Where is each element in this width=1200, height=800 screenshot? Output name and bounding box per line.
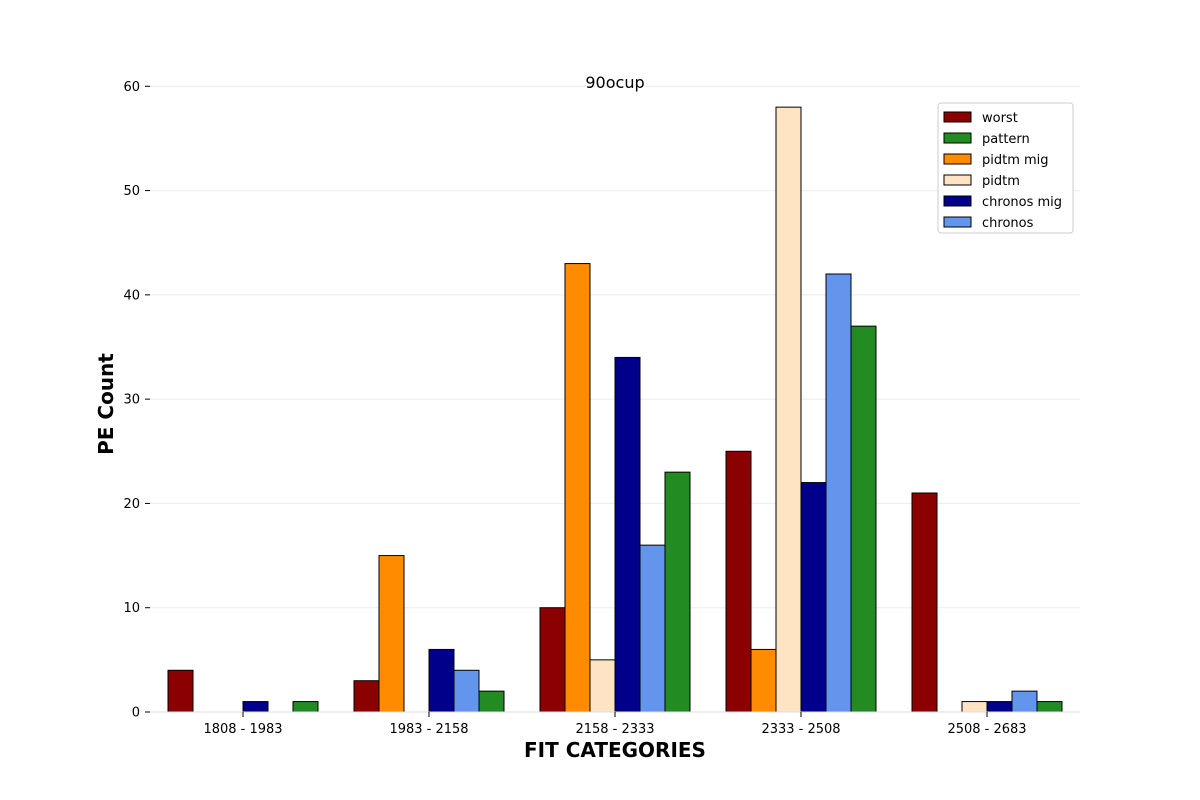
bar-pidtm-3	[775, 106, 802, 713]
bar-pattern-2	[664, 471, 691, 713]
bar-chronos-mig-3	[800, 482, 827, 713]
legend-label: worst	[982, 111, 1018, 126]
legend-swatch	[943, 132, 972, 144]
bar-chronos-4	[1011, 690, 1038, 713]
legend-swatch	[943, 174, 972, 186]
bar-chronos-2	[639, 544, 666, 713]
legend-swatch	[943, 195, 972, 207]
bar-chronos-1	[453, 669, 480, 713]
legend-swatch	[943, 153, 972, 165]
bars	[167, 106, 1063, 713]
x-tick-label: 2508 - 2683	[947, 722, 1026, 737]
bar-pidtm-mig-3	[750, 648, 777, 713]
x-tick-label: 1983 - 2158	[389, 722, 468, 737]
legend-label: pattern	[982, 132, 1030, 147]
legend: worst pattern pidtm mig pidtm chronos mig chr…	[937, 102, 1074, 234]
bar-pidtm-mig-1	[378, 555, 405, 713]
bar-chronos-mig-0	[242, 701, 269, 713]
bar-worst-0	[167, 669, 194, 713]
bar-worst-2	[539, 607, 566, 713]
x-axis-title: FIT CATEGORIES	[524, 738, 706, 762]
y-tick-label: 10	[123, 601, 140, 616]
legend-box	[937, 102, 1074, 234]
legend-label: pidtm	[982, 174, 1020, 189]
legend-label: chronos mig	[982, 195, 1062, 210]
bar-chronos-mig-2	[614, 356, 641, 713]
legend-swatch	[943, 216, 972, 228]
bar-worst-4	[911, 492, 938, 713]
bar-chronos-3	[825, 273, 852, 713]
bar-pidtm-2	[589, 659, 616, 713]
y-tick-label: 60	[123, 80, 140, 95]
bar-worst-3	[725, 450, 752, 713]
bar-pattern-0	[292, 701, 319, 713]
bar-chronos-mig-1	[428, 648, 455, 713]
y-axis-title: PE Count	[94, 353, 118, 455]
x-tick-label: 1808 - 1983	[203, 722, 282, 737]
bar-pattern-1	[478, 690, 505, 713]
legend-swatch	[943, 111, 972, 123]
axes: 0 10 20 30 40 50 60 1808 - 1983 1983 - 2158 2158 …	[123, 80, 1080, 737]
x-tick-label: 2158 - 2333	[575, 722, 654, 737]
bar-worst-1	[353, 680, 380, 713]
bar-pattern-3	[850, 325, 877, 713]
y-tick-label: 50	[123, 184, 140, 199]
bar-chronos-mig-4	[986, 701, 1013, 713]
bar-pidtm-4	[961, 701, 988, 713]
bar-pattern-4	[1036, 701, 1063, 713]
x-tick-label: 2333 - 2508	[761, 722, 840, 737]
bar-pidtm-mig-2	[564, 263, 591, 713]
y-tick-label: 20	[123, 497, 140, 512]
legend-label: chronos	[982, 216, 1034, 231]
y-tick-label: 40	[123, 288, 140, 303]
y-tick-label: 0	[132, 706, 140, 721]
legend-label: pidtm mig	[982, 153, 1049, 168]
chart-title: 90ocup	[585, 73, 644, 92]
y-tick-label: 30	[123, 393, 140, 408]
